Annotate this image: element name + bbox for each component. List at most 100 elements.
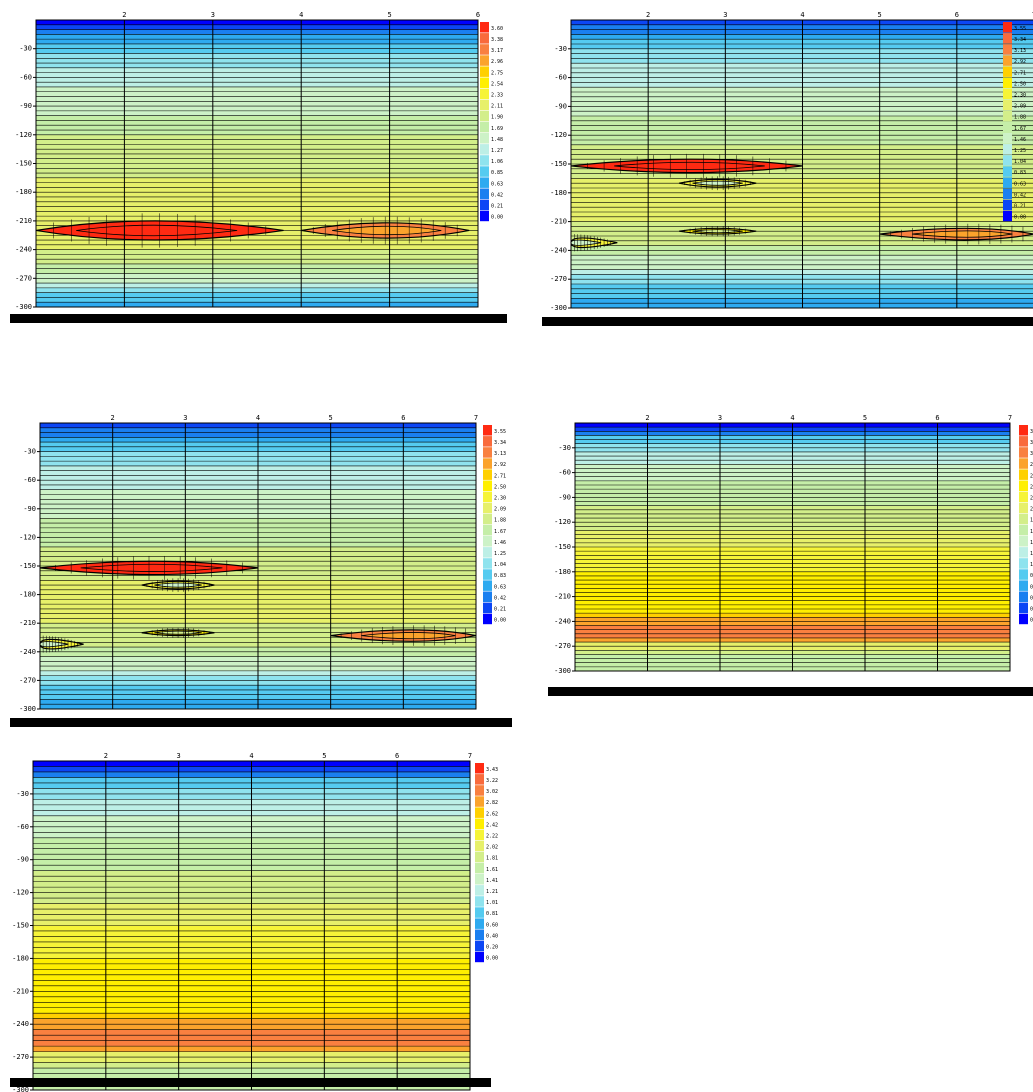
y-tick-label: -90 bbox=[19, 102, 32, 110]
contour-band bbox=[36, 20, 478, 26]
y-tick-label: -180 bbox=[550, 189, 567, 197]
y-tick-label: -120 bbox=[19, 533, 36, 541]
contour-band bbox=[36, 273, 478, 279]
legend-label: 2.11 bbox=[491, 104, 503, 110]
contour-band bbox=[36, 43, 478, 50]
x-tick-label: 4 bbox=[299, 11, 303, 19]
legend-swatch bbox=[1003, 110, 1012, 122]
legend-label: 2.75 bbox=[491, 70, 503, 76]
legend-label: 3.13 bbox=[1014, 48, 1026, 54]
legend-swatch bbox=[475, 763, 484, 774]
contour-band bbox=[36, 235, 478, 241]
y-tick-label: -60 bbox=[554, 74, 567, 82]
legend-label: 0.42 bbox=[1014, 192, 1026, 198]
contour-band bbox=[36, 34, 478, 40]
legend-label: 2.92 bbox=[1014, 59, 1026, 65]
contour-band bbox=[36, 67, 478, 74]
contour-panel-1: 2 3 4 5 6 -30 -60 -90 -120 -150 -180 -210 -240 -270 -3… bbox=[0, 10, 510, 311]
legend-swatch bbox=[475, 918, 484, 929]
y-tick-label: -30 bbox=[554, 45, 567, 53]
legend-swatch bbox=[483, 580, 492, 591]
legend-label: 2.82 bbox=[1030, 462, 1033, 468]
legend-swatch bbox=[480, 144, 489, 155]
legend-label: 2.62 bbox=[1030, 473, 1033, 479]
legend-label: 0.83 bbox=[494, 573, 506, 579]
legend-label: 2.50 bbox=[1014, 81, 1026, 87]
legend-swatch bbox=[475, 885, 484, 896]
legend-swatch bbox=[1019, 602, 1028, 614]
y-tick-label: -150 bbox=[550, 160, 567, 168]
contour-band bbox=[36, 163, 478, 169]
legend-swatch bbox=[1003, 144, 1012, 155]
legend-label: 0.00 bbox=[1014, 215, 1026, 221]
legend-swatch bbox=[1019, 425, 1028, 436]
panel-4-footer-bar bbox=[548, 687, 1033, 696]
legend-label: 1.67 bbox=[494, 529, 506, 535]
y-tick-label: -30 bbox=[16, 790, 29, 798]
legend-label: 3.60 bbox=[491, 26, 503, 32]
y-tick-label: -300 bbox=[15, 303, 32, 311]
x-tick-label: 2 bbox=[111, 414, 115, 422]
legend-swatch bbox=[480, 33, 489, 44]
x-tick-label: 3 bbox=[177, 752, 181, 760]
panel-1-footer-bar bbox=[10, 314, 507, 323]
legend-swatch bbox=[483, 569, 492, 580]
legend-label: 0.63 bbox=[491, 181, 503, 187]
legend-swatch bbox=[1003, 44, 1012, 55]
legend-label: 0.40 bbox=[1030, 595, 1033, 601]
legend-label: 0.81 bbox=[486, 911, 498, 917]
legend-label: 0.63 bbox=[1014, 181, 1026, 187]
y-tick-label: -90 bbox=[554, 102, 567, 110]
legend-swatch bbox=[1019, 458, 1028, 469]
y-tick-label: -180 bbox=[19, 591, 36, 599]
legend: 3.43 3.22 3.02 2.82 2.62 2.42 2.22 2.02 1.81 1.61… bbox=[1019, 425, 1033, 625]
legend-swatch bbox=[483, 547, 492, 558]
legend-swatch bbox=[483, 536, 492, 547]
legend: 3.55 3.34 3.13 2.92 2.71 2.50 2.30 2.09 1.88 1.67… bbox=[483, 425, 506, 625]
contour-band bbox=[36, 292, 478, 298]
y-tick-label: -240 bbox=[19, 648, 36, 656]
contour-band bbox=[36, 130, 478, 136]
x-tick-label: 6 bbox=[476, 11, 480, 19]
legend-swatch bbox=[1019, 502, 1028, 514]
legend-label: 3.55 bbox=[1014, 26, 1026, 32]
contour-band bbox=[36, 283, 478, 289]
y-tick-label: -300 bbox=[550, 304, 567, 312]
legend-label: 0.00 bbox=[494, 618, 506, 624]
legend-swatch bbox=[483, 491, 492, 503]
contour-band bbox=[36, 96, 478, 102]
contour-band bbox=[36, 173, 478, 179]
y-tick-label: -30 bbox=[23, 448, 36, 456]
legend-swatch bbox=[483, 591, 492, 602]
legend-label: 1.04 bbox=[1014, 159, 1026, 165]
y-tick-label: -90 bbox=[558, 493, 571, 501]
legend-swatch bbox=[480, 210, 489, 222]
legend-label: 0.83 bbox=[1014, 170, 1026, 176]
legend-swatch bbox=[1003, 121, 1012, 133]
legend-swatch bbox=[1003, 66, 1012, 77]
x-tick-label: 6 bbox=[401, 414, 405, 422]
legend-label: 0.21 bbox=[494, 606, 506, 612]
legend-label: 3.34 bbox=[1014, 37, 1026, 43]
x-tick-label: 5 bbox=[878, 11, 882, 19]
legend-swatch bbox=[483, 458, 492, 469]
legend-label: 1.46 bbox=[1014, 137, 1026, 143]
legend-swatch bbox=[1019, 613, 1028, 625]
x-tick-label: 6 bbox=[935, 414, 939, 422]
contour-band bbox=[36, 120, 478, 126]
panel-5-footer-bar bbox=[10, 1078, 491, 1087]
legend-swatch bbox=[480, 88, 489, 100]
contour-band bbox=[36, 192, 478, 198]
legend-label: 1.27 bbox=[491, 148, 503, 154]
legend-swatch bbox=[1003, 166, 1012, 177]
hotspot-core bbox=[361, 632, 456, 640]
y-tick-label: -60 bbox=[19, 73, 32, 81]
legend-swatch bbox=[475, 874, 484, 885]
x-tick-label: 7 bbox=[1008, 414, 1012, 422]
contour-band bbox=[36, 72, 478, 78]
y-tick-label: -240 bbox=[12, 1020, 29, 1028]
y-tick-label: -150 bbox=[12, 922, 29, 930]
legend-swatch bbox=[480, 99, 489, 111]
legend-swatch bbox=[483, 447, 492, 458]
contour-band bbox=[36, 24, 478, 31]
